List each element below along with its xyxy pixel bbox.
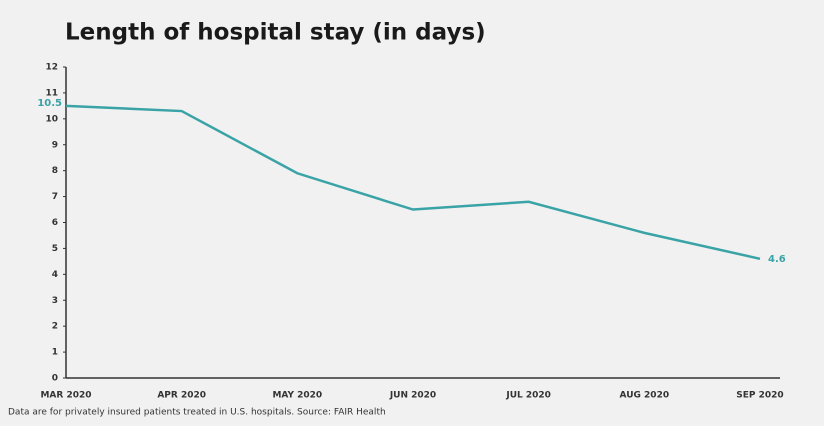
y-tick-label: 8	[52, 166, 58, 176]
x-tick-label: MAR 2020	[40, 391, 91, 401]
y-tick-label: 0	[52, 374, 58, 384]
y-tick-label: 9	[52, 140, 58, 150]
y-tick-label: 6	[52, 218, 58, 228]
footnote: Data are for privately insured patients …	[8, 408, 386, 418]
line	[65, 104, 761, 261]
y-tick-label: 2	[52, 322, 58, 332]
x-tick-label: JUN 2020	[389, 391, 436, 401]
y-tick-label: 3	[52, 296, 58, 306]
data-label: 4.6	[768, 254, 786, 265]
data-label: 10.5	[37, 98, 62, 109]
x-tick-label: SEP 2020	[736, 391, 783, 401]
y-tick-label: 10	[45, 114, 58, 124]
x-tick-label: AUG 2020	[620, 391, 670, 401]
y-tick-label: 12	[45, 63, 58, 73]
y-tick-label: 11	[45, 88, 58, 98]
x-tick-label: JUL 2020	[505, 391, 551, 401]
y-tick-label: 4	[52, 270, 58, 280]
chart-title: Length of hospital stay (in days)	[65, 20, 486, 46]
x-tick-label: MAY 2020	[272, 391, 322, 401]
y-tick-label: 1	[52, 348, 58, 358]
x-tick-label: APR 2020	[157, 391, 206, 401]
y-tick-label: 7	[52, 192, 58, 202]
y-tick-label: 5	[52, 244, 58, 254]
